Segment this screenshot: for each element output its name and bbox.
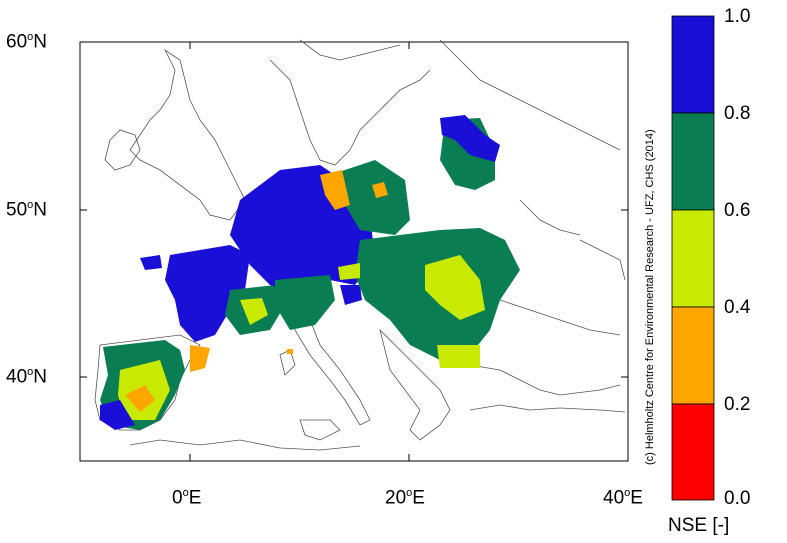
colorbar-tick-0-4: 0.4 [724, 297, 751, 318]
nse-patch-central-orange-2 [372, 182, 388, 198]
lon-label-0: 0oE [172, 487, 202, 509]
nse-patch-danube-lime [425, 255, 485, 320]
colorbar-tick-0-2: 0.2 [724, 394, 751, 415]
lat-label-40: 40oN [6, 366, 47, 388]
coastlines [94, 39, 626, 451]
colorbar [671, 15, 715, 501]
nse-patch-danube-lime-3 [338, 263, 360, 280]
nse-patch-france-lime [240, 298, 268, 325]
colorbar-bin-0-2-0-4 [671, 306, 715, 405]
nse-patch-iberia-orange [125, 385, 155, 412]
colorbar-tick-1-0: 1.0 [724, 6, 751, 27]
nse-patch-corsica-orange [287, 349, 293, 354]
nse-patch-france-blue [165, 245, 250, 342]
nse-patch-alps-green [275, 275, 335, 330]
colorbar-bin-0-0-0-2 [671, 403, 715, 501]
lat-label-50: 50oN [6, 199, 47, 221]
lat-label-60: 60oN [6, 31, 47, 53]
nse-patch-iberia-blue [100, 400, 135, 430]
colorbar-bin-0-6-0-8 [671, 112, 715, 211]
colorbar-tick-0-0: 0.0 [724, 488, 751, 509]
colorbar-title: NSE [-] [668, 515, 730, 536]
colorbar-tick-0-8: 0.8 [724, 103, 751, 124]
nse-grid [100, 115, 520, 430]
colorbar-bin-0-8-1-0 [671, 15, 715, 114]
nse-patch-central-orange [320, 170, 350, 210]
lon-label-20: 20oE [385, 487, 425, 509]
lon-label-40: 40oE [603, 487, 643, 509]
nse-patch-central-green [330, 160, 410, 235]
nse-patch-brittany-blue [140, 255, 162, 270]
colorbar-tick-0-6: 0.6 [724, 200, 751, 221]
nse-patch-danube-lime-2 [437, 345, 480, 368]
nse-patch-alps-blue [340, 285, 362, 305]
credit-text: (c) Helmholtz Centre for Environmental R… [644, 129, 656, 465]
nse-patch-baltic-blue [440, 115, 500, 162]
map-frame [79, 41, 629, 462]
nse-patch-iberia-orange-2 [190, 345, 210, 372]
axis-ticks [80, 41, 629, 461]
colorbar-bin-0-4-0-6 [671, 209, 715, 308]
